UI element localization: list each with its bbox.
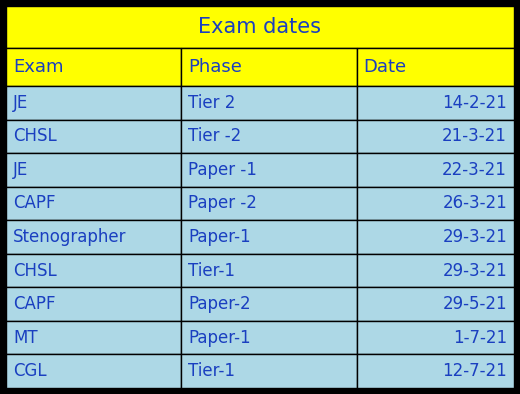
Bar	[6, 287, 181, 321]
Bar	[357, 355, 514, 388]
Text: CAPF: CAPF	[13, 195, 56, 212]
Bar	[181, 48, 357, 86]
Text: Tier-1: Tier-1	[188, 262, 235, 280]
Bar	[357, 321, 514, 355]
Bar	[6, 254, 181, 287]
Text: CGL: CGL	[13, 362, 47, 380]
Bar	[357, 153, 514, 187]
Text: Exam: Exam	[13, 58, 63, 76]
Bar	[181, 287, 357, 321]
Text: CHSL: CHSL	[13, 127, 57, 145]
Bar	[6, 220, 181, 254]
Text: Paper-1: Paper-1	[188, 228, 251, 246]
Text: Exam dates: Exam dates	[199, 17, 321, 37]
Text: Stenographer: Stenographer	[13, 228, 126, 246]
Text: 14-2-21: 14-2-21	[442, 94, 507, 112]
Text: Phase: Phase	[188, 58, 242, 76]
Bar	[357, 48, 514, 86]
Text: 22-3-21: 22-3-21	[442, 161, 507, 179]
Text: Tier -2: Tier -2	[188, 127, 241, 145]
Bar	[357, 254, 514, 287]
Text: 1-7-21: 1-7-21	[453, 329, 507, 347]
Bar	[357, 220, 514, 254]
Text: Tier 2: Tier 2	[188, 94, 236, 112]
Bar	[181, 86, 357, 119]
Text: MT: MT	[13, 329, 37, 347]
Text: Paper -1: Paper -1	[188, 161, 257, 179]
Bar	[357, 187, 514, 220]
Text: CHSL: CHSL	[13, 262, 57, 280]
Bar	[181, 355, 357, 388]
Bar	[181, 187, 357, 220]
Text: Paper -2: Paper -2	[188, 195, 257, 212]
Bar	[6, 86, 181, 119]
Bar	[6, 6, 514, 48]
Text: Paper-1: Paper-1	[188, 329, 251, 347]
Text: 29-5-21: 29-5-21	[443, 295, 507, 313]
Text: 21-3-21: 21-3-21	[442, 127, 507, 145]
Bar	[181, 119, 357, 153]
Text: JE: JE	[13, 161, 28, 179]
Bar	[181, 321, 357, 355]
Text: 29-3-21: 29-3-21	[442, 228, 507, 246]
Bar	[357, 287, 514, 321]
Bar	[6, 48, 181, 86]
Bar	[6, 321, 181, 355]
Bar	[357, 86, 514, 119]
Bar	[181, 220, 357, 254]
Bar	[181, 254, 357, 287]
Text: CAPF: CAPF	[13, 295, 56, 313]
Text: 29-3-21: 29-3-21	[442, 262, 507, 280]
Text: Tier-1: Tier-1	[188, 362, 235, 380]
Bar	[6, 153, 181, 187]
Text: JE: JE	[13, 94, 28, 112]
Bar	[6, 187, 181, 220]
Bar	[6, 119, 181, 153]
Bar	[181, 153, 357, 187]
Bar	[357, 119, 514, 153]
Text: Paper-2: Paper-2	[188, 295, 251, 313]
Text: Date: Date	[363, 58, 407, 76]
Text: 26-3-21: 26-3-21	[442, 195, 507, 212]
Bar	[6, 355, 181, 388]
Text: 12-7-21: 12-7-21	[442, 362, 507, 380]
